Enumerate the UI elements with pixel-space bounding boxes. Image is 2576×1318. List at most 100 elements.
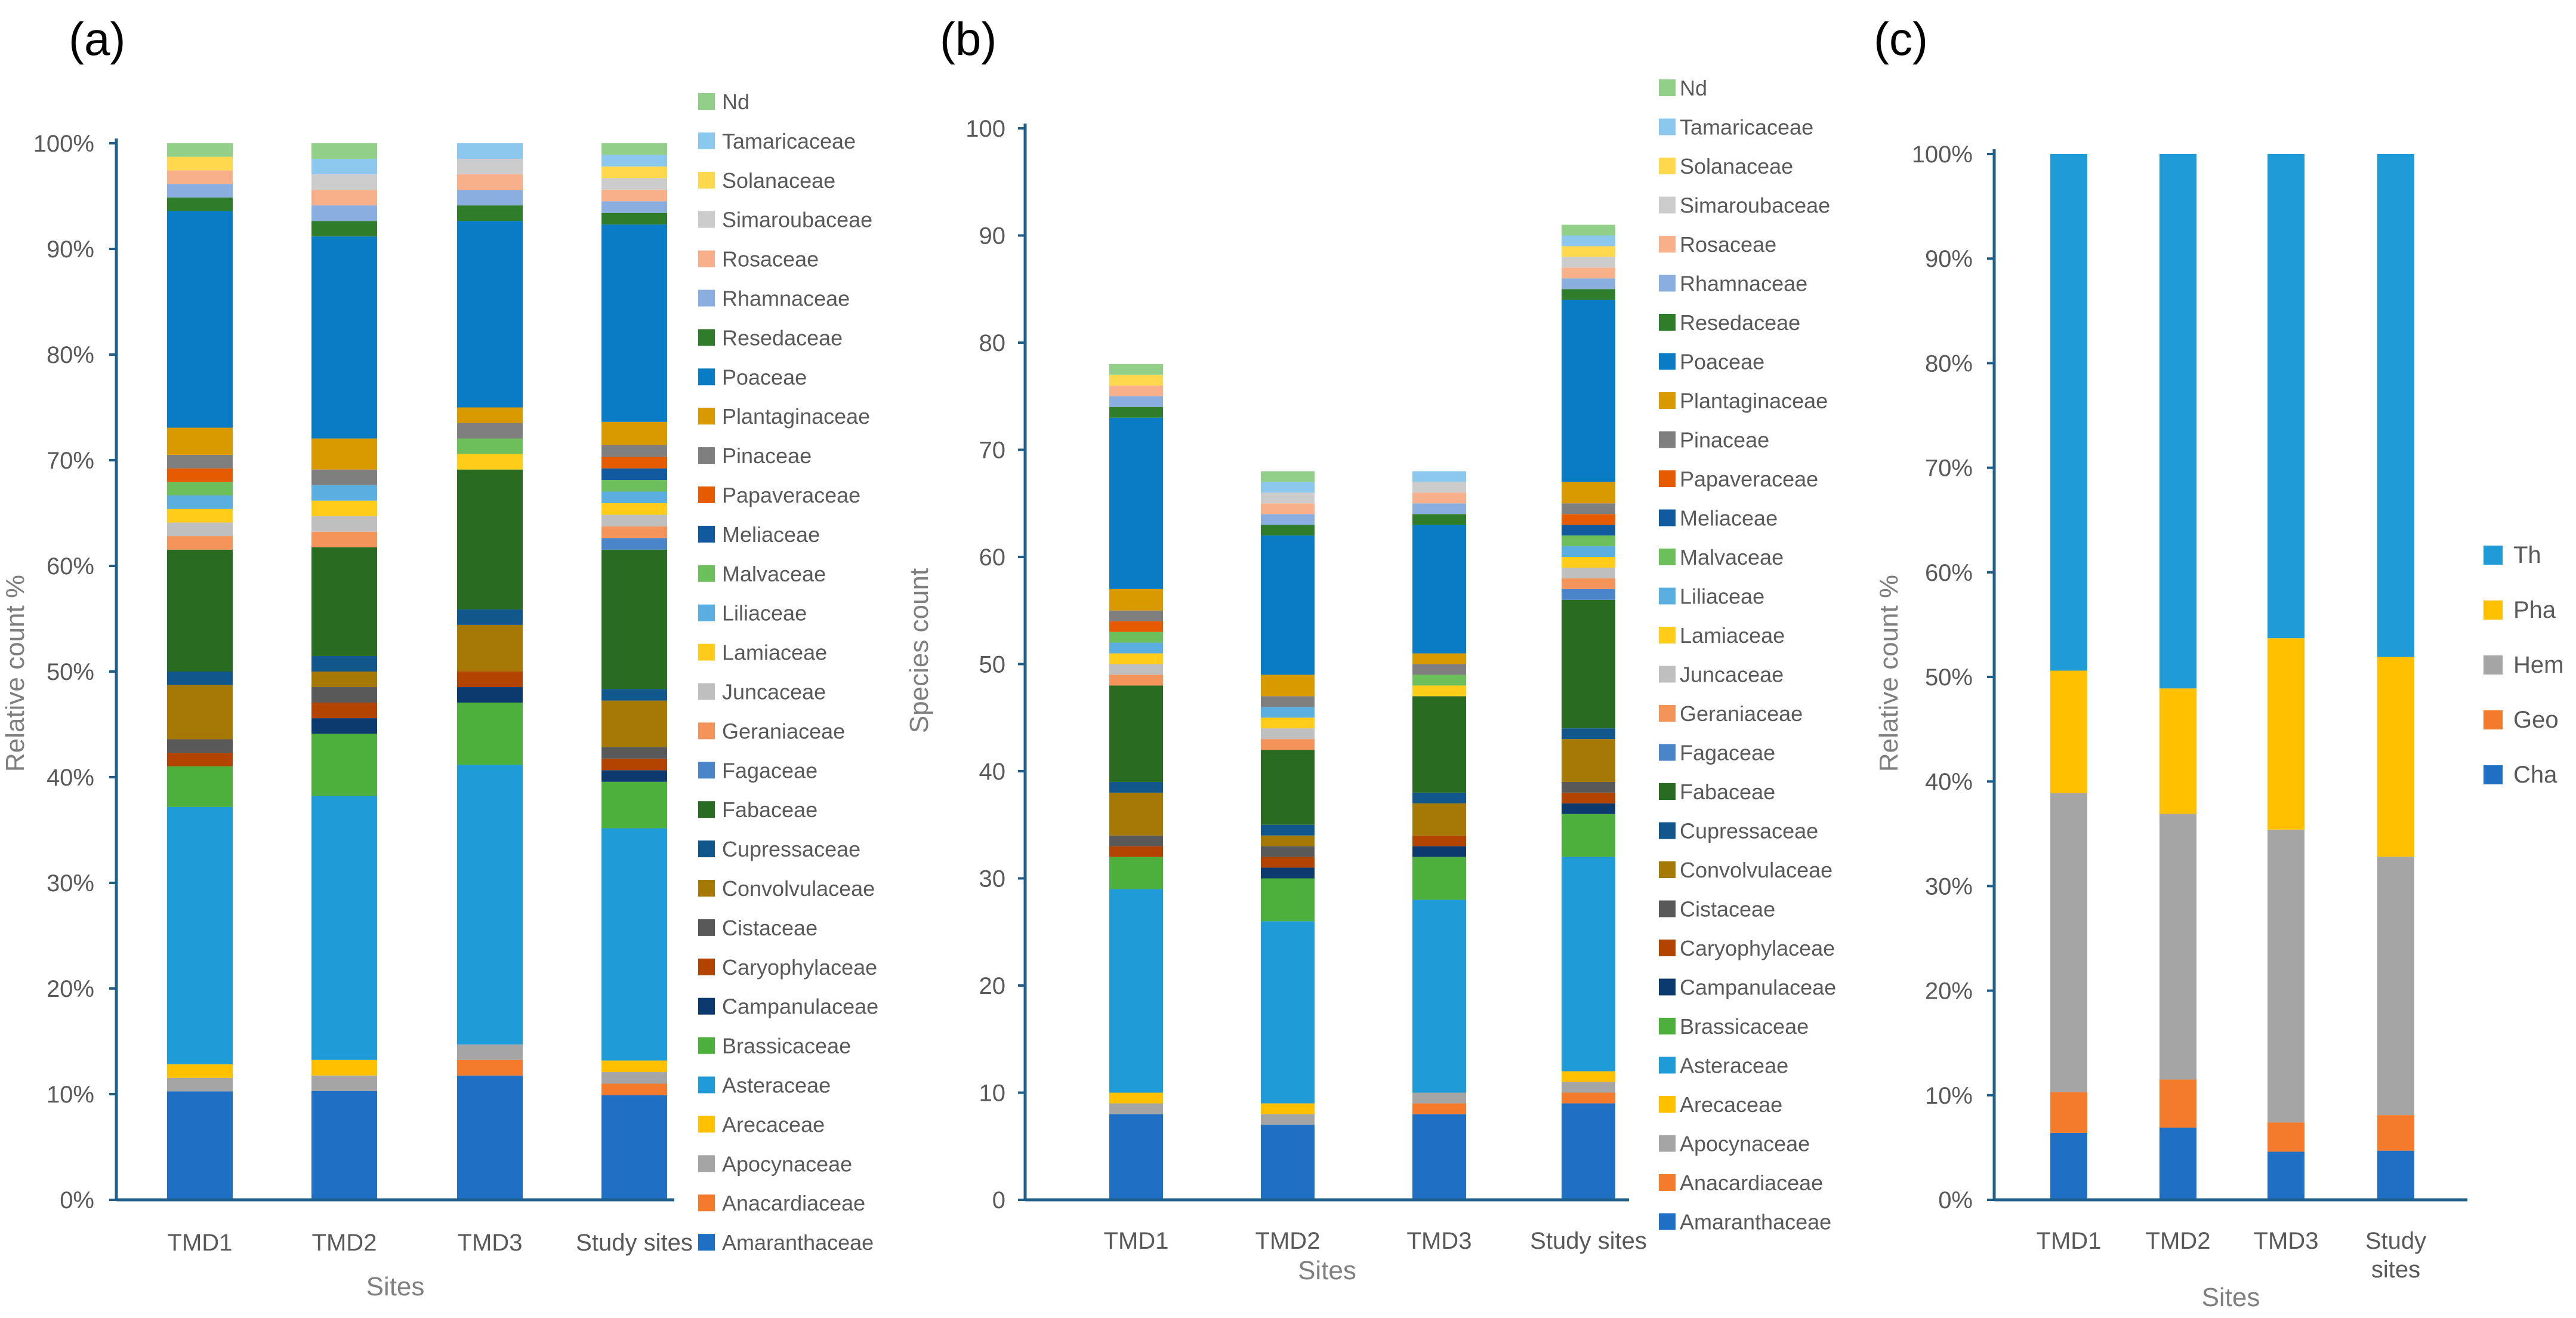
panel-a-bar-tmd2-cistaceae — [311, 687, 377, 703]
panel-a-bar-tmd2-lamiaceae — [311, 500, 377, 516]
panel-b-letter: (b) — [940, 13, 997, 65]
panel-b-legend-swatch-campanulaceae — [1659, 978, 1676, 996]
panel-c-y-axis-title: Relative count % — [1874, 575, 1904, 772]
panel-b-category-label-tmd2: TMD2 — [1255, 1228, 1321, 1254]
panel-c-legend-label-cha: Cha — [2513, 762, 2558, 788]
panel-b-bar-tmd3-pinaceae — [1412, 664, 1466, 675]
panel-b-legend-label-brassicaceae: Brassicaceae — [1680, 1014, 1809, 1039]
panel-a-legend-label-amaranthaceae: Amaranthaceae — [722, 1230, 874, 1255]
panel-c-bar-tmd3-cha — [2268, 1151, 2304, 1200]
panel-c-bar-tmd2-cha — [2159, 1128, 2196, 1200]
panel-c-bar-tmd3-hem — [2268, 829, 2304, 1123]
panel-a-bar-tmd2-plantaginaceae — [311, 438, 377, 470]
panel-a-legend-swatch-simaroubaceae — [698, 211, 715, 228]
panel-a-legend-label-arecaceae: Arecaceae — [722, 1112, 825, 1137]
panel-a-legend-label-tamaricaceae: Tamaricaceae — [722, 129, 856, 153]
panel-b-y-tick-label: 30 — [979, 866, 1006, 892]
panel-b-y-axis-title: Species count — [905, 568, 934, 733]
panel-a-bar-tmd3-brassicaceae — [457, 703, 523, 765]
panel-b-category-label-study-sites: Study sites — [1530, 1228, 1647, 1254]
panel-c-legend-swatch-cha — [2484, 765, 2503, 784]
panel-a-legend-swatch-campanulaceae — [698, 997, 715, 1015]
panel-b-y-tick-label: 10 — [979, 1080, 1006, 1107]
panel-a-legend-label-cupressaceae: Cupressaceae — [722, 837, 860, 861]
panel-b-bar-tmd1-plantaginaceae — [1109, 589, 1163, 611]
panel-a-bar-study-sites-convolvulaceae — [601, 700, 667, 747]
panel-b-legend-swatch-resedaceae — [1659, 314, 1676, 331]
panel-b-bar-study-sites-simaroubaceae — [1562, 257, 1615, 268]
panel-a-bar-tmd1-apocynaceae — [167, 1077, 233, 1092]
panel-b-legend-swatch-plantaginaceae — [1659, 392, 1676, 409]
panel-a-legend-swatch-plantaginaceae — [698, 408, 715, 425]
panel-b-y-tick-label: 50 — [979, 652, 1006, 678]
panel-a-legend-swatch-lamiaceae — [698, 643, 715, 661]
panel-b-bar-tmd2-juncaceae — [1261, 728, 1315, 740]
panel-a-legend-label-convolvulaceae: Convolvulaceae — [722, 876, 875, 901]
panel-a-bar-tmd1-amaranthaceae — [167, 1091, 233, 1200]
panel-a-bar-tmd2-asteraceae — [311, 796, 377, 1060]
panel-b-y-tick-label: 70 — [979, 438, 1006, 464]
panel-a-bar-tmd2-poaceae — [311, 236, 377, 439]
panel-a-bar-tmd2-cupressaceae — [311, 655, 377, 672]
panel-a-legend-label-apocynaceae: Apocynaceae — [722, 1151, 852, 1176]
panel-a-legend-swatch-tamaricaceae — [698, 132, 715, 149]
panel-b-legend-label-campanulaceae: Campanulaceae — [1680, 975, 1836, 1000]
panel-a-bar-tmd1-malvaceae — [167, 482, 233, 495]
panel-a-bar-tmd1-rosaceae — [167, 170, 233, 184]
panel-a-legend-swatch-solanaceae — [698, 171, 715, 189]
panel-a-bar-study-sites-papaveraceae — [601, 457, 667, 469]
panel-a-bar-study-sites-nd — [601, 143, 667, 155]
panel-a-legend-label-solanaceae: Solanaceae — [722, 168, 835, 193]
panel-c-legend-label-th: Th — [2513, 542, 2541, 568]
panel-b-bar-tmd1-convolvulaceae — [1109, 792, 1163, 836]
panel-a-bar-study-sites-cupressaceae — [601, 689, 667, 701]
panel-c-y-tick-label: 60% — [1925, 560, 1973, 586]
panel-a-bar-tmd2-brassicaceae — [311, 734, 377, 796]
panel-a-legend-swatch-juncaceae — [698, 683, 715, 700]
panel-b-legend-swatch-fagaceae — [1659, 744, 1676, 761]
panel-c-y-tick-label: 80% — [1925, 350, 1973, 377]
panel-a-bar-tmd2-amaranthaceae — [311, 1091, 377, 1200]
panel-b-bar-tmd1-brassicaceae — [1109, 857, 1163, 889]
panel-b-legend-swatch-apocynaceae — [1659, 1135, 1676, 1152]
panel-a-bar-tmd3-fabaceae — [457, 469, 523, 609]
panel-c-bar-tmd2-hem — [2159, 814, 2196, 1080]
panel-b-bar-tmd3-resedaceae — [1412, 514, 1466, 525]
panel-b-bar-tmd2-resedaceae — [1261, 525, 1315, 536]
panel-b-legend-swatch-poaceae — [1659, 353, 1676, 370]
panel-a-bar-tmd1-arecaceae — [167, 1064, 233, 1078]
panel-c-y-tick-label: 0% — [1938, 1187, 1973, 1214]
panel-c-bar-study-sites-cha — [2377, 1150, 2414, 1200]
panel-c-bar-study-sites-hem — [2377, 857, 2414, 1116]
panel-c-legend-label-geo: Geo — [2513, 707, 2559, 733]
panel-b-legend-label-apocynaceae: Apocynaceae — [1680, 1132, 1810, 1156]
panel-a-legend-label-pinaceae: Pinaceae — [722, 444, 812, 468]
panel-a-bar-study-sites-arecaceae — [601, 1060, 667, 1073]
panel-a-legend-label-plantaginaceae: Plantaginaceae — [722, 404, 870, 429]
panel-b-legend-label-caryophylaceae: Caryophylaceae — [1680, 936, 1835, 960]
panel-b-bar-tmd3-campanulaceae — [1412, 846, 1466, 857]
panel-a-bar-study-sites-fabaceae — [601, 549, 667, 689]
panel-a-bar-study-sites-simaroubaceae — [601, 178, 667, 190]
panel-b-legend-swatch-tamaricaceae — [1659, 118, 1676, 136]
panel-c-legend-label-hem: Hem — [2513, 652, 2563, 678]
panel-c-y-tick-label: 50% — [1925, 664, 1973, 691]
panel-b-bar-tmd2-liliaceae — [1261, 707, 1315, 718]
panel-b-bar-tmd1-rosaceae — [1109, 385, 1163, 396]
panel-b-legend-swatch-papaveraceae — [1659, 470, 1676, 487]
panel-a-bar-tmd3-cupressaceae — [457, 609, 523, 625]
panel-a-bar-tmd2-convolvulaceae — [311, 672, 377, 688]
panel-a-bar-study-sites-cistaceae — [601, 747, 667, 759]
panel-a-y-tick-label: 40% — [47, 765, 94, 791]
panel-a-bar-study-sites-poaceae — [601, 224, 667, 422]
panel-a-bar-tmd1-lamiaceae — [167, 509, 233, 523]
panel-a-bar-tmd3-apocynaceae — [457, 1044, 523, 1060]
panel-b-bar-study-sites-rosaceae — [1562, 267, 1615, 279]
panel-a-legend-label-papaveraceae: Papaveraceae — [722, 483, 860, 507]
panel-a-bar-tmd1-fabaceae — [167, 549, 233, 672]
panel-a-bar-study-sites-malvaceae — [601, 480, 667, 492]
panel-b-legend-swatch-asteraceae — [1659, 1057, 1676, 1074]
panel-c-legend-swatch-hem — [2484, 655, 2503, 675]
panel-a-y-tick-label: 60% — [47, 553, 94, 580]
panel-b-bar-study-sites-solanaceae — [1562, 246, 1615, 257]
